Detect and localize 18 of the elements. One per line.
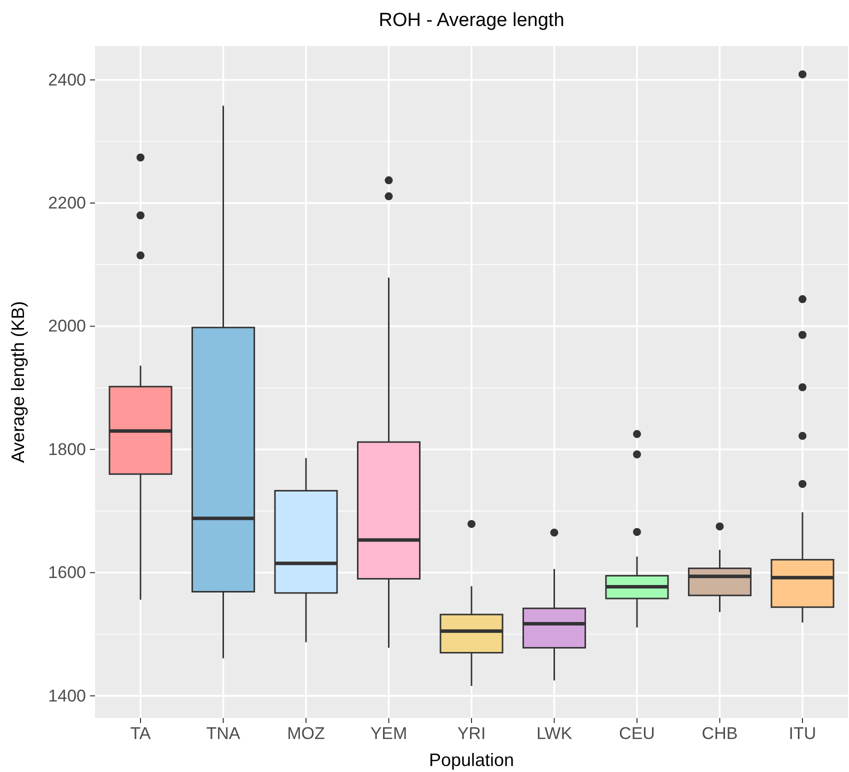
x-tick-label: TA bbox=[130, 724, 152, 744]
y-tick-label: 2400 bbox=[48, 70, 86, 90]
x-tick-label: CHB bbox=[702, 724, 738, 744]
x-tick-label: YRI bbox=[457, 724, 486, 744]
x-tick-label: TNA bbox=[206, 724, 241, 744]
x-axis-title: Population bbox=[428, 750, 514, 770]
y-tick-label: 1400 bbox=[48, 686, 86, 706]
y-tick-label: 2000 bbox=[48, 316, 86, 336]
x-tick-label: LWK bbox=[536, 724, 573, 744]
x-tick-label: CEU bbox=[619, 724, 655, 744]
chart-title: ROH - Average length bbox=[378, 10, 564, 31]
y-tick-label: 1800 bbox=[48, 440, 86, 459]
y-tick-label: 2200 bbox=[48, 194, 86, 213]
x-tick-label: MOZ bbox=[287, 724, 325, 744]
x-tick-label: ITU bbox=[788, 724, 816, 744]
y-axis-title: Average length (KB) bbox=[8, 301, 28, 463]
y-tick-label: 1600 bbox=[48, 563, 86, 582]
x-tick-label: YEM bbox=[370, 724, 408, 744]
